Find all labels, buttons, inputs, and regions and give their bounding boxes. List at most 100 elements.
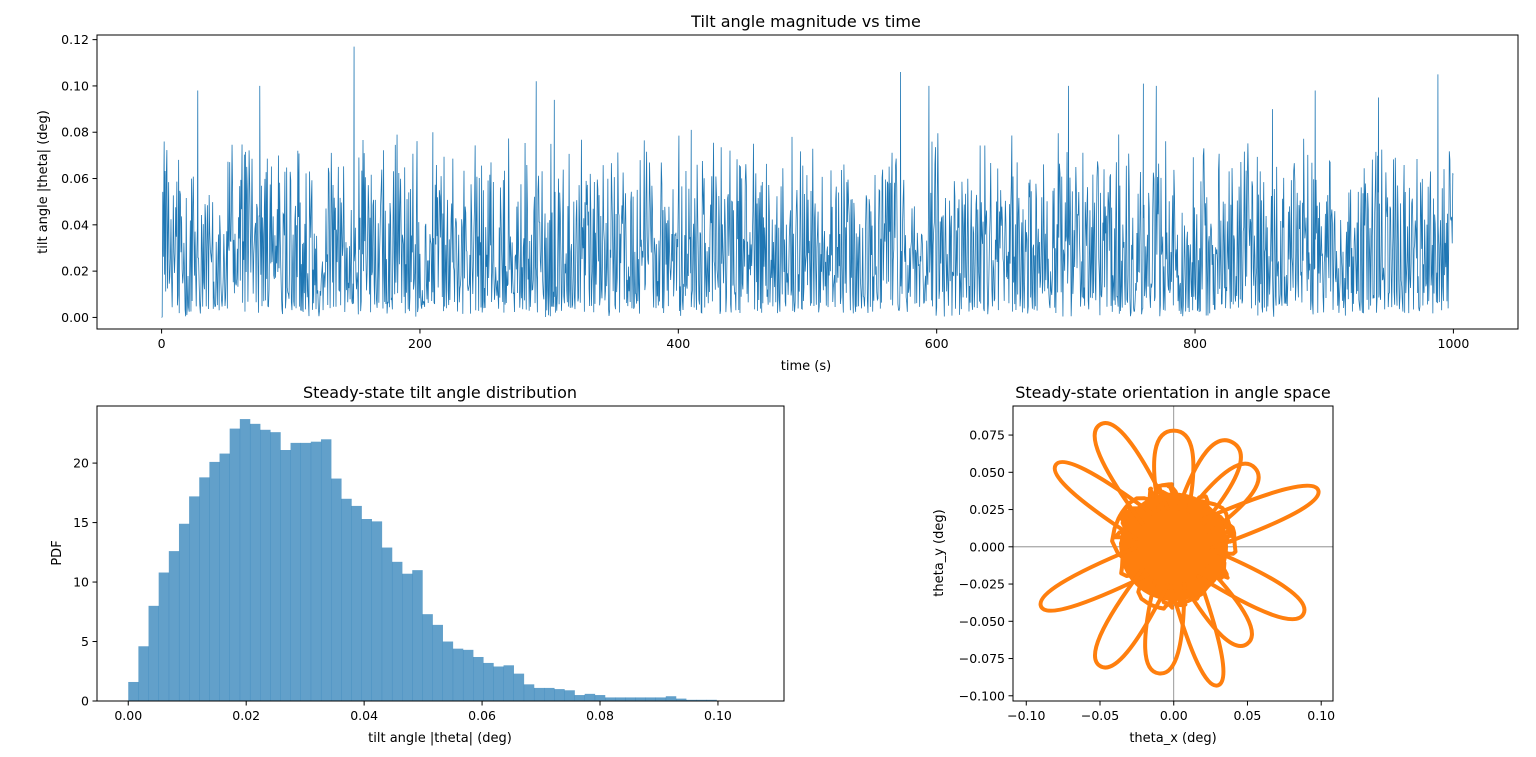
histogram-bar xyxy=(138,646,149,701)
histogram-bar xyxy=(331,478,342,701)
histogram-bar xyxy=(229,428,241,701)
scatter-y-label: theta_y (deg) xyxy=(932,509,947,596)
histogram-bar xyxy=(503,665,514,701)
histogram-bar xyxy=(706,699,717,701)
scatter-plot-area xyxy=(1013,406,1333,701)
x-tick-label: 0.06 xyxy=(468,708,496,723)
x-tick-label: 400 xyxy=(666,336,690,351)
orientation-outer-loop xyxy=(1092,567,1170,670)
histogram-bar xyxy=(381,547,393,701)
y-tick-label: 0 xyxy=(81,694,89,709)
y-tick-label: 0.10 xyxy=(61,78,89,93)
histogram-chart: Steady-state tilt angle distribution 0.0… xyxy=(50,383,785,746)
x-tick-label: 0.05 xyxy=(1234,708,1262,723)
y-tick-label: 0.06 xyxy=(61,171,89,186)
x-tick-label: 200 xyxy=(408,336,432,351)
x-tick-label: 0.00 xyxy=(114,708,142,723)
y-tick-label: 0.12 xyxy=(61,32,89,47)
histogram-bar xyxy=(391,561,403,701)
histogram-bar xyxy=(635,697,646,701)
histogram-bar xyxy=(432,624,443,701)
histogram-bar xyxy=(361,519,372,701)
y-tick-label: −0.050 xyxy=(959,614,1005,629)
y-tick-label: 10 xyxy=(73,575,89,590)
timeseries-title: Tilt angle magnitude vs time xyxy=(690,12,921,31)
y-tick-label: 15 xyxy=(73,515,89,530)
x-tick-label: 0.08 xyxy=(586,708,614,723)
timeseries-axes-frame xyxy=(96,34,1519,330)
histogram-bar xyxy=(544,687,555,701)
histogram-bar xyxy=(604,697,616,701)
y-tick-label: 0.08 xyxy=(61,125,89,140)
histogram-bar xyxy=(584,693,596,701)
x-tick-label: 800 xyxy=(1183,336,1207,351)
x-tick-label: 600 xyxy=(925,336,949,351)
histogram-bars xyxy=(128,419,717,702)
x-tick-label: 0.04 xyxy=(350,708,378,723)
histogram-bar xyxy=(178,523,190,701)
x-tick-label: −0.10 xyxy=(1007,708,1045,723)
histogram-bar xyxy=(148,605,159,701)
histogram-bar xyxy=(128,681,139,701)
x-tick-label: 0.02 xyxy=(232,708,260,723)
x-tick-label: 0 xyxy=(158,336,166,351)
y-tick-label: −0.075 xyxy=(959,651,1005,666)
y-tick-label: 0.050 xyxy=(969,465,1005,480)
y-tick-label: −0.100 xyxy=(959,688,1005,703)
histogram-bar xyxy=(412,570,423,701)
histogram-bar xyxy=(158,572,170,701)
timeseries-chart: Tilt angle magnitude vs time 0 200 400 600 8… xyxy=(36,12,1519,374)
histogram-bar xyxy=(473,656,484,701)
tilt-angle-series-line xyxy=(161,46,1454,318)
timeseries-y-label: tilt angle |theta| (deg) xyxy=(36,110,51,254)
y-tick-label: 0.02 xyxy=(61,264,89,279)
histogram-y-label: PDF xyxy=(50,540,65,565)
histogram-bar xyxy=(554,689,565,701)
histogram-bar xyxy=(574,695,585,701)
y-tick-label: 5 xyxy=(81,634,89,649)
histogram-axes-frame xyxy=(96,405,785,702)
histogram-bar xyxy=(371,521,383,701)
histogram-bar xyxy=(219,453,230,701)
timeseries-x-label: time (s) xyxy=(781,359,831,374)
y-tick-label: −0.025 xyxy=(959,577,1005,592)
histogram-bar xyxy=(655,697,667,701)
histogram-bar xyxy=(675,698,687,701)
orientation-outer-loop xyxy=(1199,483,1321,550)
orientation-outer-loop xyxy=(1052,460,1155,541)
histogram-bar xyxy=(615,697,626,701)
x-tick-label: 0.10 xyxy=(704,708,732,723)
histogram-bar xyxy=(189,496,200,701)
histogram-bar xyxy=(260,429,271,701)
y-tick-label: 20 xyxy=(73,456,89,471)
histogram-bar xyxy=(351,505,362,701)
y-tick-label: 0.075 xyxy=(969,428,1005,443)
y-tick-label: 0.04 xyxy=(61,217,89,232)
timeseries-x-ticks: 0 200 400 600 800 1000 xyxy=(158,329,1469,351)
histogram-bar xyxy=(209,461,220,701)
y-tick-label: 0.000 xyxy=(969,539,1005,554)
histogram-x-label: tilt angle |theta| (deg) xyxy=(368,731,512,746)
histogram-bar xyxy=(452,648,464,701)
orientation-outer-loop xyxy=(1038,545,1150,613)
histogram-bar xyxy=(523,684,535,701)
histogram-y-ticks: 0 5 10 15 20 xyxy=(73,456,97,709)
histogram-bar xyxy=(483,662,494,701)
scatter-title: Steady-state orientation in angle space xyxy=(1015,383,1331,402)
x-tick-label: 0.10 xyxy=(1307,708,1335,723)
x-tick-label: −0.05 xyxy=(1081,708,1119,723)
histogram-bar xyxy=(625,697,636,701)
orientation-outer-loop xyxy=(1181,564,1254,648)
histogram-title: Steady-state tilt angle distribution xyxy=(303,383,577,402)
histogram-bar xyxy=(310,441,322,701)
histogram-bar xyxy=(280,450,291,701)
orientation-outer-loop xyxy=(1196,547,1307,622)
scatter-axes-frame xyxy=(1012,405,1334,702)
histogram-bar xyxy=(564,690,575,701)
histogram-bar xyxy=(645,697,656,701)
y-tick-label: 0.025 xyxy=(969,502,1005,517)
orientation-outer-loop xyxy=(1176,438,1243,526)
histogram-bar xyxy=(696,699,707,701)
x-tick-label: 0.00 xyxy=(1160,708,1188,723)
